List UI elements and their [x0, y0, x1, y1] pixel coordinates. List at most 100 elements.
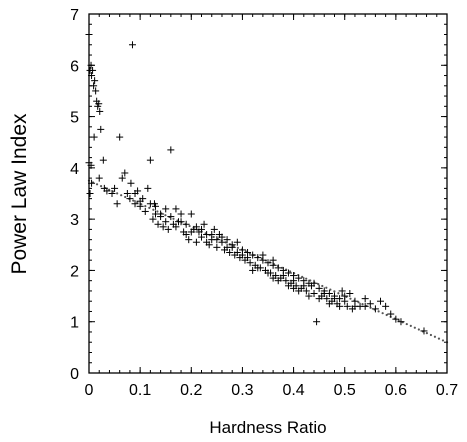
- data-point: [126, 195, 134, 203]
- data-point: [167, 146, 175, 154]
- data-point: [223, 236, 231, 244]
- data-point: [346, 290, 354, 298]
- data-point: [177, 218, 185, 226]
- x-tick-label: 0.7: [436, 382, 458, 399]
- data-point: [290, 284, 298, 292]
- data-point: [200, 220, 208, 228]
- trend-dot: [236, 246, 239, 249]
- data-point: [159, 223, 167, 231]
- data-point: [213, 236, 221, 244]
- data-point: [295, 274, 303, 282]
- trend-dot: [305, 277, 308, 280]
- data-point: [198, 225, 206, 233]
- trend-dot: [188, 224, 191, 228]
- trend-dot: [116, 192, 119, 195]
- data-point: [123, 190, 131, 197]
- trend-dot: [409, 324, 412, 327]
- trend-dot: [333, 290, 336, 293]
- trend-dot: [112, 190, 115, 193]
- data-point: [310, 279, 318, 287]
- data-point: [343, 302, 351, 310]
- data-point: [420, 327, 428, 335]
- data-point: [162, 205, 170, 213]
- trend-dot: [309, 279, 312, 282]
- x-tick-label: 0.3: [231, 382, 253, 399]
- trend-dot: [156, 210, 159, 213]
- data-point: [254, 264, 262, 272]
- data-point: [162, 218, 170, 226]
- data-point: [154, 220, 162, 228]
- data-point: [238, 251, 246, 259]
- x-tick-labels: 0 0.1 0.2 0.3 0.4 0.5 0.6 0.7: [85, 382, 459, 399]
- data-point: [371, 305, 379, 313]
- data-point: [387, 310, 395, 318]
- data-point: [198, 233, 206, 241]
- y-tick-label: 6: [70, 58, 79, 75]
- data-point: [264, 259, 272, 267]
- data-point: [157, 210, 165, 218]
- data-point: [223, 243, 231, 251]
- data-point: [127, 179, 135, 187]
- trend-dot: [132, 199, 135, 202]
- data-point: [320, 290, 328, 298]
- data-point: [392, 315, 400, 323]
- data-point: [313, 318, 321, 326]
- y-tick-label: 2: [70, 263, 79, 280]
- trend-dot: [152, 208, 155, 211]
- data-points: [85, 31, 449, 344]
- data-point: [274, 264, 282, 272]
- trend-dot: [136, 201, 139, 204]
- data-point: [338, 287, 346, 295]
- data-point: [249, 266, 257, 274]
- plot-frame: [88, 13, 448, 374]
- data-point: [366, 300, 374, 308]
- data-point: [141, 207, 149, 215]
- data-point: [89, 66, 97, 74]
- trend-dot: [437, 337, 441, 340]
- trend-dot: [385, 313, 388, 317]
- trend-dot: [361, 303, 364, 306]
- trend-dot: [164, 214, 167, 217]
- data-point: [377, 297, 385, 305]
- data-point: [99, 156, 107, 164]
- x-tick-label: 0: [85, 382, 94, 399]
- y-tick-labels: 0 1 2 3 4 5 6 7: [70, 7, 79, 383]
- trend-dot: [172, 217, 175, 220]
- data-point: [167, 213, 175, 221]
- data-point: [361, 295, 369, 303]
- trend-dot: [108, 188, 111, 191]
- data-point: [90, 133, 98, 141]
- data-point: [315, 284, 323, 292]
- trend-dot: [124, 195, 127, 199]
- data-point: [172, 205, 180, 213]
- trend-dot: [140, 203, 143, 206]
- trend-dot: [232, 244, 235, 248]
- data-point: [185, 236, 193, 244]
- data-point: [91, 77, 99, 85]
- trend-dot: [425, 332, 428, 335]
- data-point: [208, 231, 216, 239]
- trend-dot: [212, 235, 215, 239]
- data-point: [233, 238, 241, 246]
- data-point: [95, 174, 103, 182]
- data-point: [146, 156, 154, 164]
- data-point: [330, 295, 338, 303]
- trend-dot: [413, 326, 416, 329]
- trend-dot: [441, 339, 445, 342]
- data-point: [164, 225, 172, 233]
- data-point: [336, 302, 344, 310]
- data-point: [182, 220, 190, 228]
- data-point: [259, 251, 267, 259]
- data-point: [92, 87, 100, 95]
- x-tick-label: 0.2: [180, 382, 202, 399]
- data-point: [203, 238, 211, 246]
- data-point: [341, 292, 349, 300]
- data-point: [108, 190, 116, 197]
- data-point: [151, 202, 159, 210]
- trend-dot: [397, 319, 400, 322]
- y-tick-label: 0: [70, 366, 79, 383]
- data-point: [290, 277, 298, 285]
- data-point: [284, 282, 292, 290]
- trend-dot: [337, 292, 340, 295]
- data-point: [226, 248, 234, 256]
